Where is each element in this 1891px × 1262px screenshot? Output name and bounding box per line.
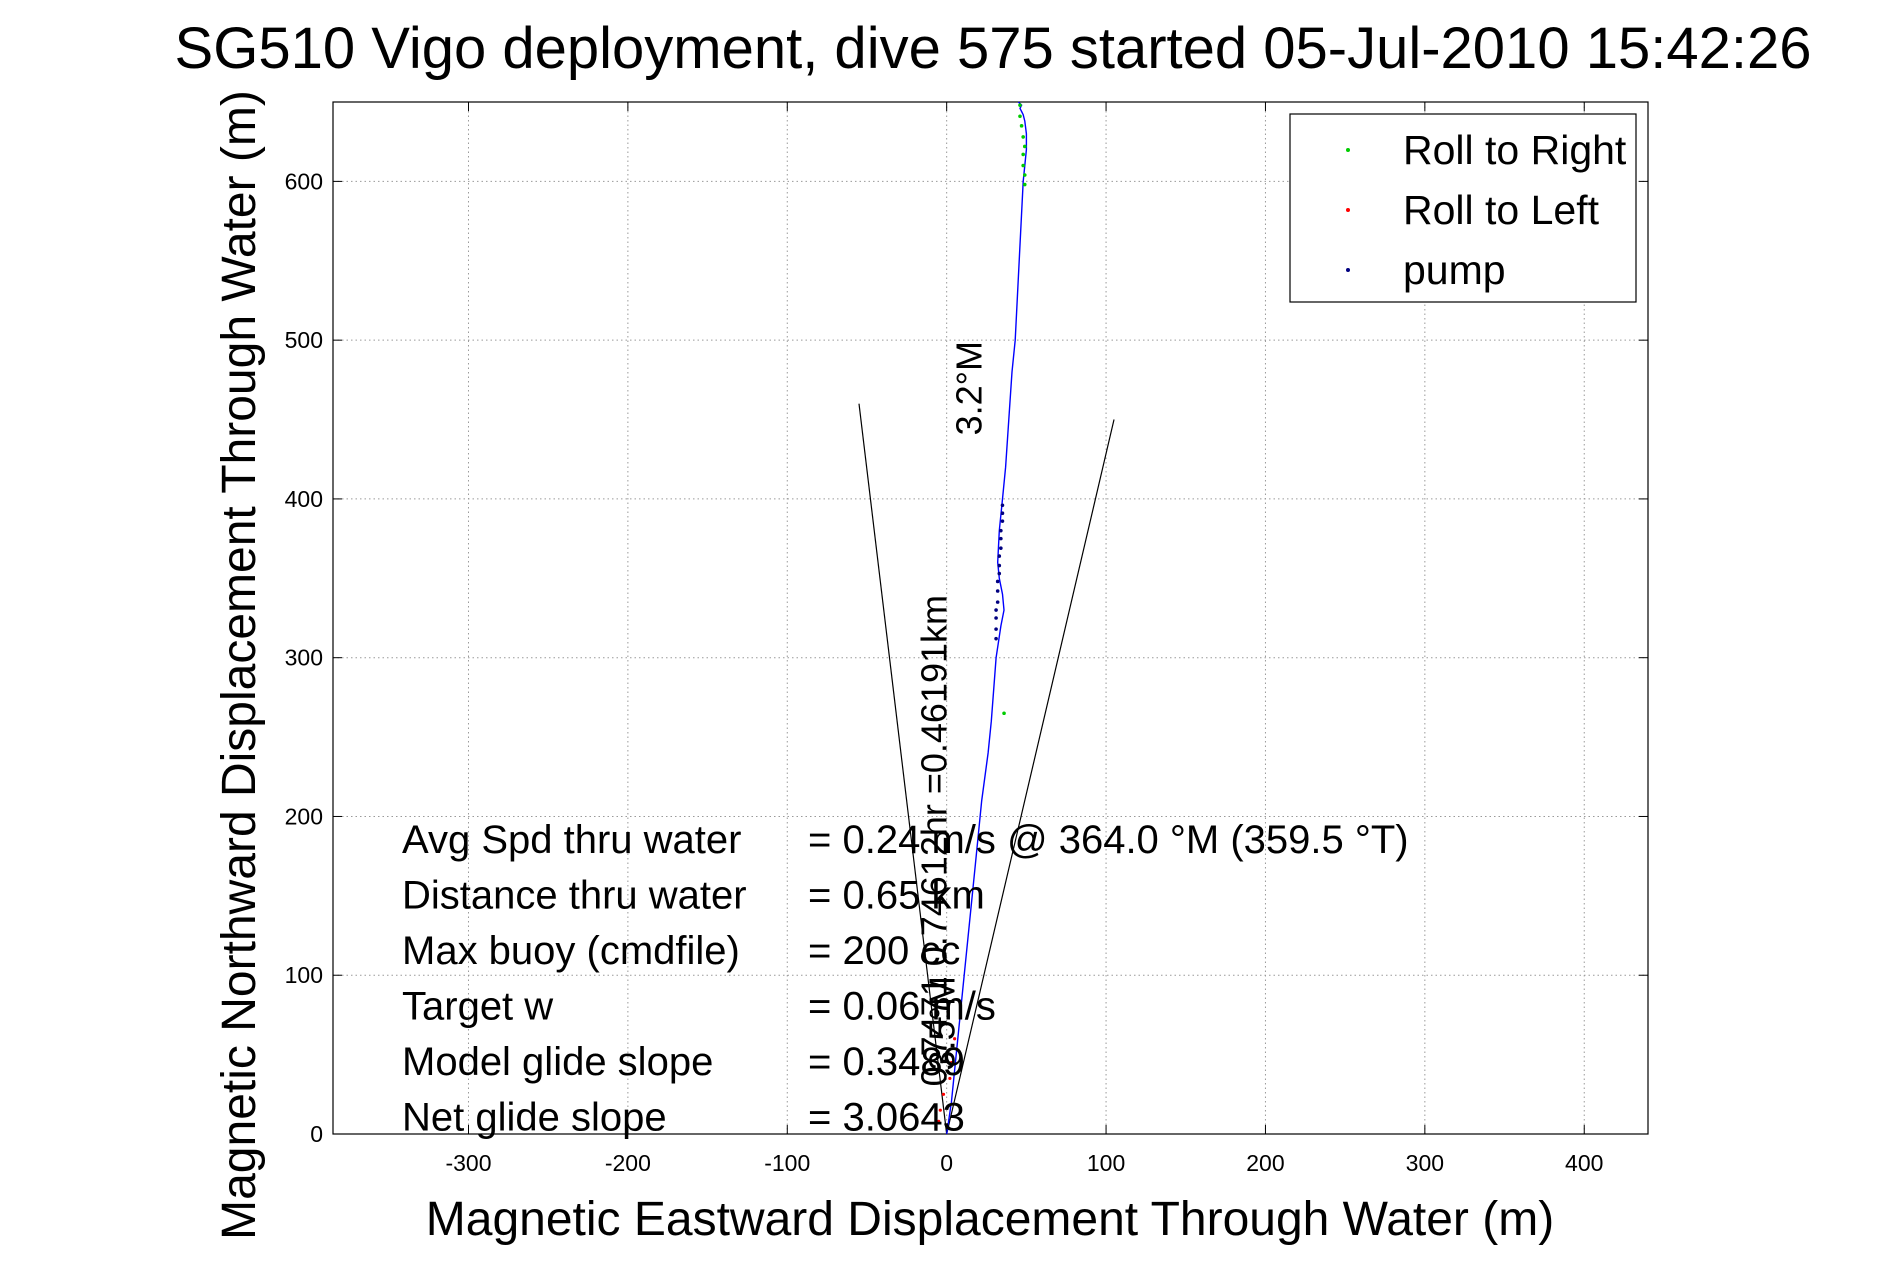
track-vertical-label: 0.7471 0.74612hr =0.46191km xyxy=(914,595,955,1086)
pump-point xyxy=(997,563,1002,568)
y-tick-label: 600 xyxy=(285,168,323,194)
legend-entry-label: Roll to Left xyxy=(1403,187,1600,233)
axis-ticks: -300 -200 -100 0 100 200 300 400 0 100 200 300 400 50… xyxy=(285,102,1648,1176)
pump-point xyxy=(1000,503,1005,508)
annotation-value: = 0.06 m/s xyxy=(808,985,996,1029)
pump-point xyxy=(995,600,1000,604)
legend-marker xyxy=(1346,268,1350,272)
glider-track-line xyxy=(946,101,1028,1135)
roll-left-point xyxy=(949,1060,954,1065)
roll-left-point xyxy=(937,1119,941,1123)
x-tick-label: 300 xyxy=(1406,1150,1444,1176)
roll-right-point xyxy=(1021,163,1025,168)
pump-point xyxy=(995,589,1000,593)
roll-right-point xyxy=(1019,124,1024,128)
chart-title: SG510 Vigo deployment, dive 575 started … xyxy=(175,16,1812,81)
data-layer xyxy=(858,101,1115,1135)
annotation-value: = 3.0643 xyxy=(808,1096,965,1140)
x-tick-label: 400 xyxy=(1565,1150,1603,1176)
annotation-label: Model glide slope xyxy=(402,1040,713,1084)
y-axis-label: Magnetic Northward Displacement Through … xyxy=(213,90,266,1240)
annotation-label: Net glide slope xyxy=(402,1096,667,1140)
roll-right-point xyxy=(1021,135,1025,139)
x-axis-label: Magnetic Eastward Displacement Through W… xyxy=(426,1193,1554,1246)
pump-point xyxy=(1000,519,1005,523)
pump-point xyxy=(994,636,998,641)
roll-right-point xyxy=(1022,182,1027,187)
track-vertical-label: 3.5°M xyxy=(922,976,963,1070)
legend: Roll to Right Roll to Left pump xyxy=(1289,113,1637,303)
y-tick-label: 400 xyxy=(285,486,323,512)
annotation-value: = 0.3489 xyxy=(808,1040,965,1084)
roll-right-point xyxy=(1022,173,1027,177)
x-tick-label: -300 xyxy=(445,1150,491,1176)
x-tick-label: -200 xyxy=(605,1150,651,1176)
pump-point xyxy=(997,554,1002,558)
heading-cone-line xyxy=(858,403,948,1135)
x-tick-label: -100 xyxy=(764,1150,810,1176)
y-tick-label: 200 xyxy=(285,803,323,829)
roll-left-point xyxy=(953,1037,957,1041)
roll-right-point xyxy=(1021,152,1025,157)
pump-point xyxy=(994,627,998,631)
pump-point xyxy=(997,571,1002,576)
roll-left-point xyxy=(938,1108,942,1112)
annotation-value: = 200 cc xyxy=(808,929,960,973)
pump-point xyxy=(995,579,1000,584)
legend-entry-label: Roll to Right xyxy=(1403,127,1627,173)
y-tick-label: 500 xyxy=(285,327,323,353)
roll-right-point xyxy=(1018,103,1022,107)
pump-point xyxy=(994,608,998,612)
roll-right-point xyxy=(1022,144,1027,149)
annotation-value: = 0.24 m/s @ 364.0 °M (359.5 °T) xyxy=(808,818,1409,862)
x-tick-label: 100 xyxy=(1087,1150,1125,1176)
annotation-value: = 0.65 km xyxy=(808,874,985,918)
y-tick-label: 300 xyxy=(285,645,323,671)
pump-point xyxy=(999,546,1003,550)
roll-left-point xyxy=(948,1076,952,1081)
x-tick-label: 200 xyxy=(1246,1150,1284,1176)
x-tick-label: 0 xyxy=(940,1150,953,1176)
roll-right-point xyxy=(1002,711,1006,716)
legend-entry-label: pump xyxy=(1403,247,1506,293)
legend-marker xyxy=(1346,148,1350,152)
pump-point xyxy=(1000,511,1005,516)
roll-right-point xyxy=(1018,114,1022,119)
dive-statistics-annotations: Avg Spd thru water = 0.24 m/s @ 364.0 °M … xyxy=(402,818,1409,1140)
y-tick-label: 0 xyxy=(310,1121,323,1147)
legend-marker xyxy=(1346,208,1350,212)
annotation-label: Max buoy (cmdfile) xyxy=(402,929,740,973)
pump-point xyxy=(999,536,1003,541)
heading-cone-line xyxy=(946,419,1115,1135)
roll-left-point xyxy=(941,1092,946,1096)
pump-point xyxy=(994,616,998,620)
annotation-label: Distance thru water xyxy=(402,874,747,918)
pump-point xyxy=(999,528,1003,533)
y-tick-label: 100 xyxy=(285,962,323,988)
annotation-label: Target w xyxy=(402,985,553,1029)
annotation-label: Avg Spd thru water xyxy=(402,818,741,862)
track-vertical-labels: 0.7471 0.74612hr =0.46191km 3.2°M 3.5°M xyxy=(914,341,990,1086)
track-vertical-label: 3.2°M xyxy=(949,341,990,435)
plot-area-frame xyxy=(332,101,1649,1135)
